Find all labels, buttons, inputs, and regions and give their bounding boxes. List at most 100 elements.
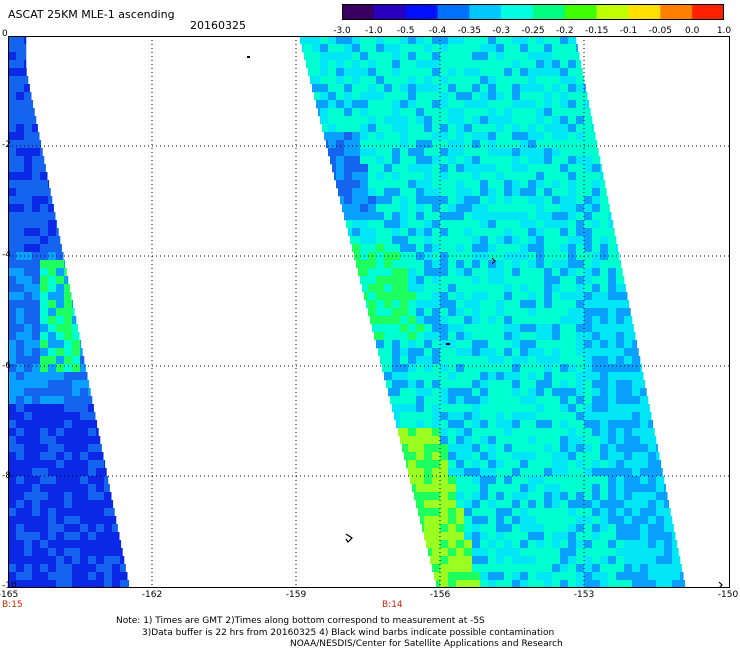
swath-cell	[624, 468, 633, 477]
swath-cell	[512, 532, 521, 541]
swath-cell	[648, 548, 657, 557]
swath-cell	[544, 460, 553, 469]
swath-cell	[32, 540, 41, 549]
swath-cell	[528, 516, 537, 525]
swath-cell	[392, 260, 401, 269]
swath-cell	[56, 364, 65, 373]
swath-cell	[520, 188, 529, 197]
swath-cell	[496, 316, 505, 325]
swath-cell	[424, 524, 433, 533]
swath-cell	[552, 324, 561, 333]
swath-cell	[504, 492, 513, 501]
swath-cell	[440, 164, 449, 173]
swath-cell	[400, 300, 409, 309]
swath-cell	[80, 532, 89, 541]
swath-cell	[376, 124, 385, 133]
swath-cell	[520, 172, 529, 181]
swath-cell	[8, 492, 17, 501]
swath-cell	[544, 380, 553, 389]
swath-cell	[592, 548, 601, 557]
swath-cell	[352, 148, 361, 157]
swath-cell	[72, 316, 77, 325]
swath-cell	[584, 532, 593, 541]
swath-cell	[464, 172, 473, 181]
swath-cell	[488, 140, 497, 149]
swath-cell	[624, 308, 631, 317]
swath-cell	[480, 524, 489, 533]
swath-cell	[552, 412, 561, 421]
swath-cell	[400, 124, 409, 133]
swath-cell	[48, 348, 57, 357]
swath-cell	[440, 132, 449, 141]
swath-cell	[104, 476, 109, 485]
swath-cell	[504, 484, 513, 493]
swath-cell	[48, 516, 57, 525]
swath-cell	[624, 316, 633, 325]
swath-cell	[48, 316, 57, 325]
swath-cell	[24, 468, 33, 477]
swath-cell	[616, 484, 625, 493]
swath-cell	[464, 108, 473, 117]
swath-cell	[440, 332, 449, 341]
swath-cell	[408, 132, 417, 141]
swath-cell	[404, 452, 409, 461]
swath-cell	[32, 388, 41, 397]
swath-cell	[560, 284, 569, 293]
swath-cell	[440, 196, 449, 205]
swath-cell	[56, 516, 65, 525]
swath-cell	[464, 76, 473, 85]
swath-cell	[552, 164, 561, 173]
swath-cell	[528, 356, 537, 365]
swath-cell	[496, 52, 505, 61]
swath-cell	[632, 444, 641, 453]
swath-cell	[16, 540, 25, 549]
swath-cell	[512, 412, 521, 421]
swath-cell	[520, 300, 529, 309]
swath-cell	[40, 148, 43, 157]
swath-cell	[472, 212, 481, 221]
swath-cell	[464, 228, 473, 237]
swath-cell	[568, 84, 577, 93]
swath-cell	[544, 268, 553, 277]
swath-cell	[464, 396, 473, 405]
swath-cell	[432, 100, 441, 109]
swath-cell	[40, 548, 49, 557]
swath-cell	[480, 420, 489, 429]
swath-cell	[40, 468, 49, 477]
swath-cell	[640, 548, 649, 557]
swath-cell	[584, 164, 593, 173]
swath-cell	[544, 172, 553, 181]
swath-cell	[48, 428, 57, 437]
swath-cell	[432, 508, 441, 517]
swath-cell	[528, 36, 537, 45]
swath-cell	[104, 580, 113, 588]
swath-cell	[544, 580, 553, 588]
swath-cell	[448, 564, 457, 573]
swath-cell	[552, 276, 561, 285]
swath-cell	[504, 460, 513, 469]
swath-cell	[568, 148, 577, 157]
swath-cell	[568, 36, 577, 45]
swath-cell	[48, 484, 57, 493]
swath-cell	[432, 524, 441, 533]
swath-cell	[576, 308, 585, 317]
swath-cell	[40, 572, 49, 581]
swath-cell	[440, 540, 449, 549]
swath-cell	[48, 284, 57, 293]
swath-cell	[512, 364, 521, 373]
swath-cell	[616, 348, 625, 357]
swath-cell	[24, 196, 33, 205]
swath-cell	[48, 452, 57, 461]
swath-cell	[456, 404, 465, 413]
swath-cell	[576, 284, 585, 293]
swath-cell	[544, 396, 553, 405]
swath-cell	[40, 284, 49, 293]
swath-cell	[56, 236, 61, 245]
swath-cell	[496, 204, 505, 213]
swath-cell	[528, 300, 537, 309]
swath-cell	[616, 580, 625, 588]
swath-cell	[464, 124, 473, 133]
swath-cell	[416, 284, 425, 293]
swath-cell	[576, 228, 585, 237]
colorbar-tick-label: -3.0	[333, 26, 351, 36]
